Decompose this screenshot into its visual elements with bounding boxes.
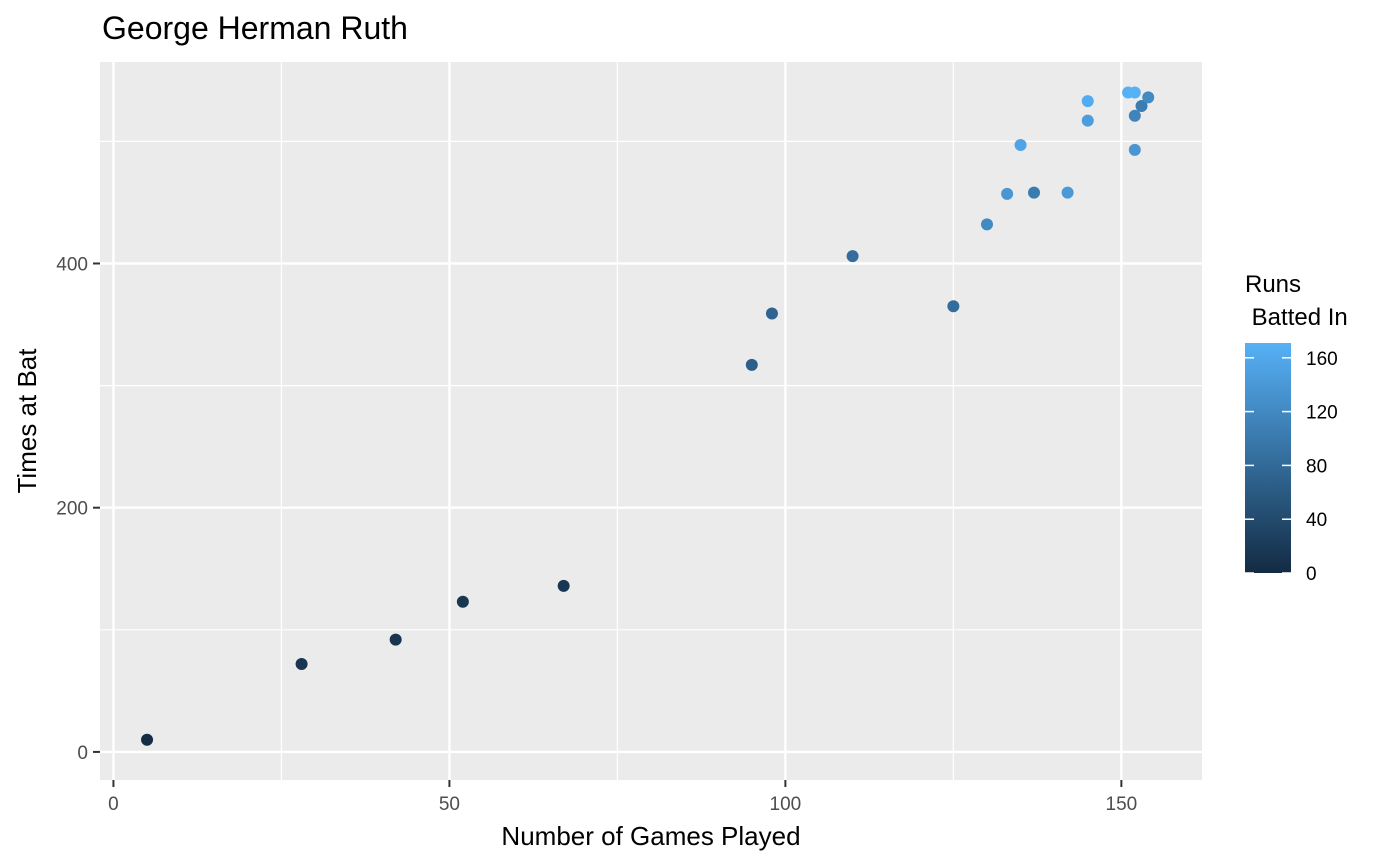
x-tick-label-0: 0 bbox=[108, 794, 119, 815]
data-point-13 bbox=[1061, 186, 1074, 199]
x-tick-label-1: 50 bbox=[439, 794, 460, 815]
legend-title-line-1: Runs bbox=[1245, 271, 1301, 298]
chart-title: George Herman Ruth bbox=[102, 10, 408, 46]
y-tick-label-0: 0 bbox=[77, 743, 88, 764]
x-tick-label-3: 150 bbox=[1106, 794, 1138, 815]
data-point-14 bbox=[1081, 95, 1094, 108]
x-tick-label-2: 100 bbox=[770, 794, 802, 815]
data-point-4 bbox=[557, 579, 570, 592]
data-point-19 bbox=[1128, 143, 1141, 156]
data-point-11 bbox=[1014, 139, 1027, 152]
data-point-18 bbox=[1128, 109, 1141, 122]
colorbar-label-1: 40 bbox=[1306, 510, 1327, 531]
data-point-5 bbox=[745, 358, 758, 371]
grid-minor bbox=[100, 62, 1202, 780]
data-point-9 bbox=[980, 218, 993, 231]
data-point-21 bbox=[1142, 91, 1155, 104]
data-point-15 bbox=[1081, 114, 1094, 127]
y-axis-ticks: 0 200 400 bbox=[56, 254, 100, 764]
colorbar-ticks: 0 40 80 120 160 bbox=[1245, 349, 1338, 585]
data-point-20 bbox=[1135, 99, 1148, 112]
data-point-1 bbox=[295, 657, 308, 670]
colorbar-label-2: 80 bbox=[1306, 456, 1327, 477]
legend: Runs Batted In 0 40 80 120 160 bbox=[1245, 271, 1348, 585]
colorbar bbox=[1245, 343, 1291, 573]
data-points bbox=[141, 86, 1155, 746]
grid-major bbox=[100, 62, 1202, 780]
y-tick-label-2: 400 bbox=[56, 254, 88, 275]
plot-panel bbox=[100, 62, 1202, 780]
data-point-3 bbox=[456, 595, 469, 608]
colorbar-label-3: 120 bbox=[1306, 403, 1338, 424]
data-point-12 bbox=[1028, 186, 1041, 199]
data-point-0 bbox=[141, 733, 154, 746]
x-axis-title: Number of Games Played bbox=[501, 821, 800, 851]
data-point-6 bbox=[765, 307, 778, 320]
data-point-7 bbox=[846, 250, 859, 263]
y-axis-title: Times at Bat bbox=[12, 348, 42, 494]
y-tick-label-1: 200 bbox=[56, 499, 88, 520]
legend-title-line-2: Batted In bbox=[1245, 304, 1348, 331]
data-point-10 bbox=[1001, 187, 1014, 200]
colorbar-label-0: 0 bbox=[1306, 564, 1317, 585]
data-point-8 bbox=[947, 300, 960, 313]
x-axis-ticks: 0 50 100 150 bbox=[108, 780, 1137, 815]
data-point-17 bbox=[1128, 86, 1141, 99]
colorbar-label-4: 160 bbox=[1306, 349, 1338, 370]
data-point-2 bbox=[389, 633, 402, 646]
